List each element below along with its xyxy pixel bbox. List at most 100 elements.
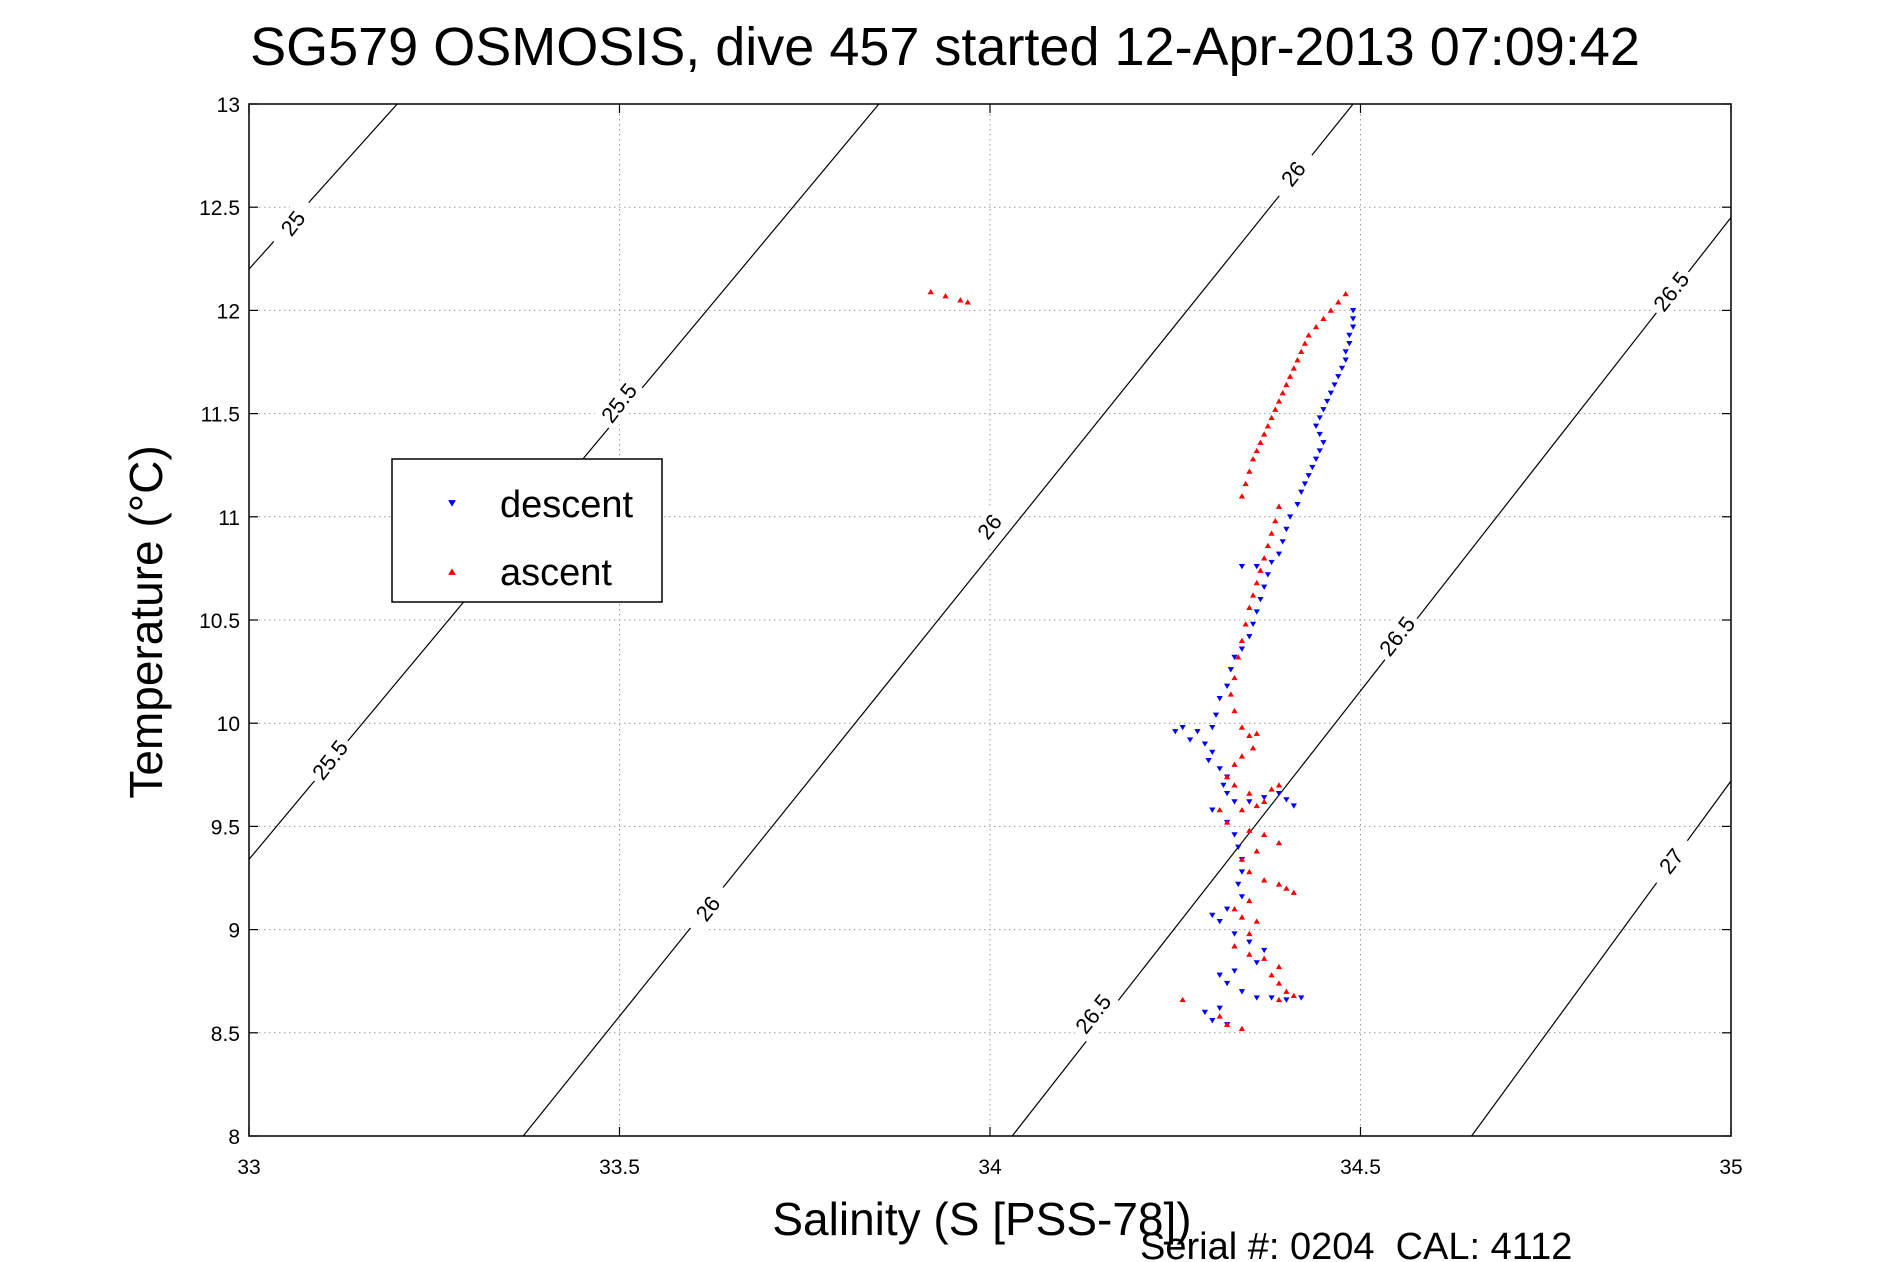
data-point-ascent [1179,996,1186,1003]
data-point-descent [1316,448,1323,454]
data-point-ascent [1342,290,1349,297]
y-tick-label: 9 [228,920,240,943]
data-point-descent [1216,972,1223,978]
data-point-ascent [1231,943,1238,949]
data-point-ascent [1253,447,1260,454]
data-point-descent [1186,737,1194,743]
data-point-ascent [1238,724,1246,730]
data-point-ascent [1223,819,1231,825]
data-point-ascent [1290,889,1297,895]
data-point-descent [1253,960,1260,966]
y-tick-label: 11.5 [201,404,240,427]
data-point-ascent [1238,637,1246,644]
y-tick-label: 8.5 [211,1023,240,1046]
data-point-descent [1312,456,1320,462]
x-tick-label: 35 [1719,1156,1742,1179]
data-point-descent [1216,766,1223,772]
data-point-descent [1283,526,1290,533]
data-point-ascent [1261,955,1268,961]
data-point-ascent [1261,877,1268,883]
data-point-ascent [927,288,934,295]
legend-marker-ascent [448,568,456,575]
data-point-ascent [1264,423,1271,429]
data-point-descent [1261,795,1268,801]
data-point-descent [1223,790,1231,797]
data-point-descent [1279,539,1286,545]
data-point-ascent [1327,307,1334,313]
x-tick-label: 34 [978,1156,1002,1179]
data-point-descent [1316,415,1323,421]
data-point-descent [1246,634,1253,640]
data-point-descent [1320,407,1327,413]
data-point-descent [1209,749,1216,756]
isopycnal-line [248,103,398,270]
data-point-ascent [1246,868,1253,875]
data-point-descent [1238,894,1246,900]
data-point-descent [1231,931,1238,937]
data-point-ascent [1231,674,1238,681]
isopycnal-line [522,103,1354,1137]
data-point-ascent [1264,542,1271,549]
data-point-ascent [1223,1021,1231,1027]
data-point-descent [1209,807,1216,813]
data-point-ascent [1290,365,1297,371]
data-point-descent [1268,559,1275,566]
legend-label-ascent: ascent [500,552,612,594]
data-point-ascent [1272,406,1279,412]
legend-marker-descent [448,500,456,507]
x-axis-label: Salinity (S [PSS-78]) [772,1193,1191,1245]
x-tick-label: 33.5 [599,1156,640,1179]
data-point-descent [1320,440,1327,446]
x-tick-label: 33 [237,1156,260,1179]
contour-label-mask [963,498,1017,556]
data-point-ascent [1283,885,1290,891]
data-point-ascent [1246,468,1253,474]
data-point-descent [1324,398,1331,405]
data-point-ascent [1246,827,1253,833]
data-point-ascent [942,293,949,299]
data-point-descent [1349,324,1357,330]
data-point-ascent [1238,914,1246,920]
data-point-ascent [1253,918,1260,924]
data-point-descent [1283,997,1290,1003]
data-point-descent [1253,995,1260,1001]
data-point-ascent [1305,332,1312,338]
y-tick-label: 10.5 [199,610,240,633]
contour-label-mask [1267,145,1321,203]
data-point-ascent [1268,414,1275,421]
data-point-ascent [1261,798,1268,805]
contour-label-mask [682,880,735,938]
data-point-descent [1342,349,1349,355]
data-point-ascent [1238,493,1246,499]
contour-label-mask [1067,985,1120,1043]
data-point-descent [1309,464,1316,471]
data-point-ascent [1275,839,1283,846]
data-point-ascent [1275,980,1283,986]
data-point-ascent [1246,790,1253,796]
data-point-descent [1238,563,1246,570]
chart-legend: descent ascent [391,458,663,603]
data-point-descent [1294,502,1301,508]
data-point-ascent [1312,323,1320,330]
data-point-descent [1231,799,1238,805]
contour-label-mask [1645,263,1698,321]
legend-box [391,458,663,603]
data-point-descent [1201,1009,1209,1016]
contour-label-mask [593,374,646,432]
serial-cal-footer: Serial #: 0204 CAL: 4112 [1140,1226,1572,1262]
data-point-descent [1223,906,1231,912]
data-point-descent [1201,741,1209,747]
data-point-descent [1316,431,1323,438]
data-point-ascent [1223,773,1231,780]
data-point-descent [1194,729,1201,735]
data-point-descent [1231,654,1238,661]
data-point-ascent [1231,707,1238,714]
data-point-ascent [1246,951,1253,957]
data-point-ascent [1253,802,1260,809]
data-point-descent [1231,968,1238,974]
data-point-ascent [1294,357,1301,363]
data-point-ascent [1268,786,1275,792]
data-point-descent [1349,316,1357,322]
data-point-ascent [1242,480,1249,487]
